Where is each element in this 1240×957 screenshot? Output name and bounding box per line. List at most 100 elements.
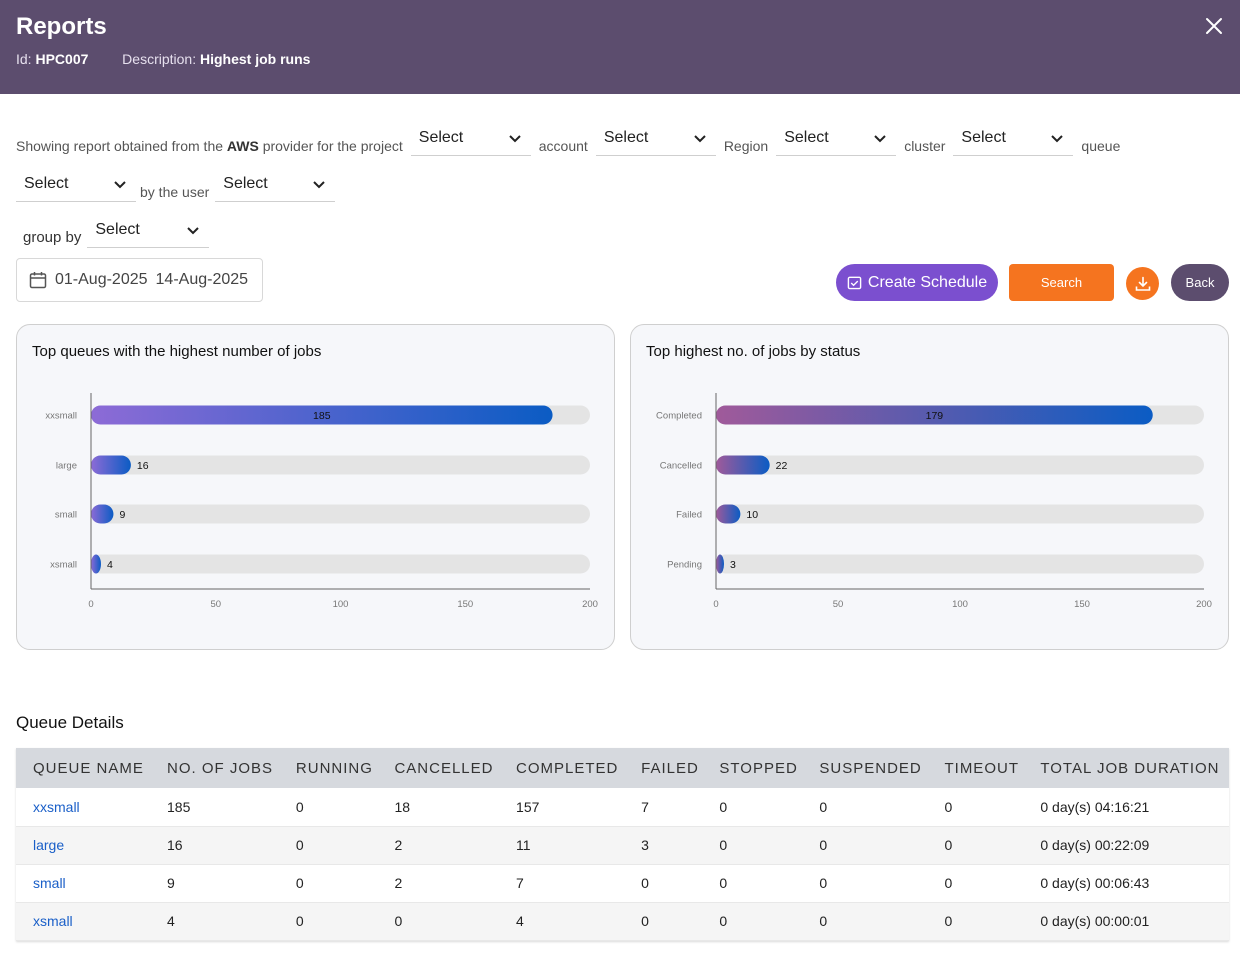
calendar-check-icon: [847, 276, 862, 290]
back-button[interactable]: Back: [1171, 264, 1229, 301]
data-label: 4: [107, 559, 113, 571]
column-header: NO. OF JOBS: [150, 748, 279, 788]
user-select[interactable]: Select: [215, 166, 336, 202]
data-label: 179: [926, 410, 944, 422]
column-header: CANCELLED: [377, 748, 500, 788]
project-select[interactable]: Select: [410, 120, 531, 156]
column-header: TOTAL JOB DURATION: [1023, 748, 1229, 788]
close-icon[interactable]: [1202, 14, 1226, 38]
tick-label: 50: [210, 599, 221, 610]
table-row: large 16 0 2 11 3 0 0 0 0 day(s) 00:22:09: [16, 826, 1229, 865]
category-label: xxsmall: [45, 411, 77, 422]
chevron-down-icon: [187, 226, 200, 234]
data-label: 9: [119, 509, 125, 521]
data-label: 185: [313, 410, 331, 422]
category-label: xsmall: [50, 560, 77, 571]
table-cell: 0: [802, 826, 928, 865]
data-label: 22: [776, 460, 788, 472]
bar-track: [716, 504, 1204, 524]
chevron-down-icon: [694, 134, 706, 142]
groupby-select[interactable]: Select: [87, 212, 210, 248]
queue-name-link[interactable]: small: [16, 864, 150, 903]
bar-track: [91, 554, 590, 574]
tick-label: 200: [582, 599, 598, 610]
table-cell: 0 day(s) 04:16:21: [1023, 788, 1229, 827]
category-label: Pending: [667, 560, 702, 571]
table-header-row: QUEUE NAME NO. OF JOBS RUNNING CANCELLED COM…: [16, 748, 1229, 788]
cluster-label: cluster: [904, 138, 946, 154]
search-button[interactable]: Search: [1009, 264, 1114, 301]
table-cell: 16: [150, 826, 279, 865]
queue-details-title: Queue Details: [16, 713, 124, 732]
bar-track: [716, 554, 1204, 574]
table-cell: 0 day(s) 00:00:01: [1023, 902, 1229, 941]
region-label: Region: [723, 138, 769, 154]
table-cell: 7: [499, 864, 625, 903]
id-value: HPC007: [35, 51, 89, 67]
end-date: 14-Aug-2025: [155, 271, 249, 288]
queue-name-link[interactable]: xsmall: [16, 902, 150, 941]
bar-Pending: [716, 554, 724, 574]
cluster-select[interactable]: Select: [953, 120, 1074, 156]
data-label: 3: [730, 559, 736, 571]
bar-Failed: [716, 504, 741, 524]
table-cell: 0 day(s) 00:22:09: [1023, 826, 1229, 865]
queue-details-table: QUEUE NAME NO. OF JOBS RUNNING CANCELLED COM…: [16, 748, 1229, 941]
table-cell: 0: [377, 902, 500, 941]
queue-name-link[interactable]: large: [16, 826, 150, 865]
column-header: RUNNING: [278, 748, 378, 788]
table-cell: 157: [499, 788, 625, 827]
download-icon: [1135, 276, 1150, 291]
chevron-down-icon: [1051, 134, 1064, 142]
date-range-picker[interactable]: 01-Aug-2025 14-Aug-2025: [16, 258, 263, 302]
user-label: by the user: [140, 184, 210, 200]
download-button[interactable]: [1126, 267, 1159, 300]
region-select[interactable]: Select: [776, 120, 897, 156]
tick-label: 150: [1074, 599, 1090, 610]
queue-label: queue: [1081, 138, 1121, 154]
bar-small: [91, 504, 114, 524]
category-label: Cancelled: [660, 461, 702, 472]
tick-label: 0: [88, 599, 93, 610]
create-schedule-button[interactable]: Create Schedule: [836, 264, 998, 301]
bar-xsmall: [91, 554, 101, 574]
column-header: TIMEOUT: [927, 748, 1024, 788]
table-cell: 2: [377, 826, 500, 865]
table-cell: 2: [377, 864, 500, 903]
chevron-down-icon: [874, 134, 886, 142]
table-cell: 0: [927, 864, 1024, 903]
calendar-icon: [29, 272, 47, 289]
table-cell: 3: [624, 826, 703, 865]
table-cell: 7: [624, 788, 703, 827]
queues-chart-card: Top queues with the highest number of jo…: [16, 324, 615, 650]
chevron-down-icon: [509, 134, 521, 142]
column-header: SUSPENDED: [802, 748, 928, 788]
table-cell: 0: [802, 902, 928, 941]
table-cell: 4: [499, 902, 625, 941]
bar-large: [91, 455, 131, 475]
tick-label: 0: [713, 599, 718, 610]
queue-select[interactable]: Select: [16, 166, 136, 202]
column-header: COMPLETED: [499, 748, 625, 788]
table-cell: 0: [927, 902, 1024, 941]
tick-label: 100: [333, 599, 349, 610]
bar-Cancelled: [716, 455, 770, 475]
table-row: xsmall 4 0 0 4 0 0 0 0 0 day(s) 00:00:01: [16, 902, 1229, 941]
chart-title: Top highest no. of jobs by status: [646, 343, 861, 360]
account-select[interactable]: Select: [595, 120, 716, 156]
category-label: small: [55, 510, 77, 521]
tick-label: 200: [1196, 599, 1212, 610]
report-meta: Id: HPC007 Description: Highest job runs: [16, 51, 310, 67]
status-chart-card: Top highest no. of jobs by status Comple…: [630, 324, 1229, 650]
groupby-label: group by: [23, 229, 82, 246]
table-cell: 0: [278, 788, 378, 827]
queue-name-link[interactable]: xxsmall: [16, 788, 150, 827]
table-cell: 0: [927, 826, 1024, 865]
table-cell: 0: [702, 788, 803, 827]
start-date: 01-Aug-2025: [55, 271, 148, 288]
table-cell: 0: [802, 864, 928, 903]
table-cell: 185: [150, 788, 279, 827]
bar-track: [91, 455, 590, 475]
chevron-down-icon: [313, 180, 325, 188]
bar-Completed: [716, 405, 1153, 425]
